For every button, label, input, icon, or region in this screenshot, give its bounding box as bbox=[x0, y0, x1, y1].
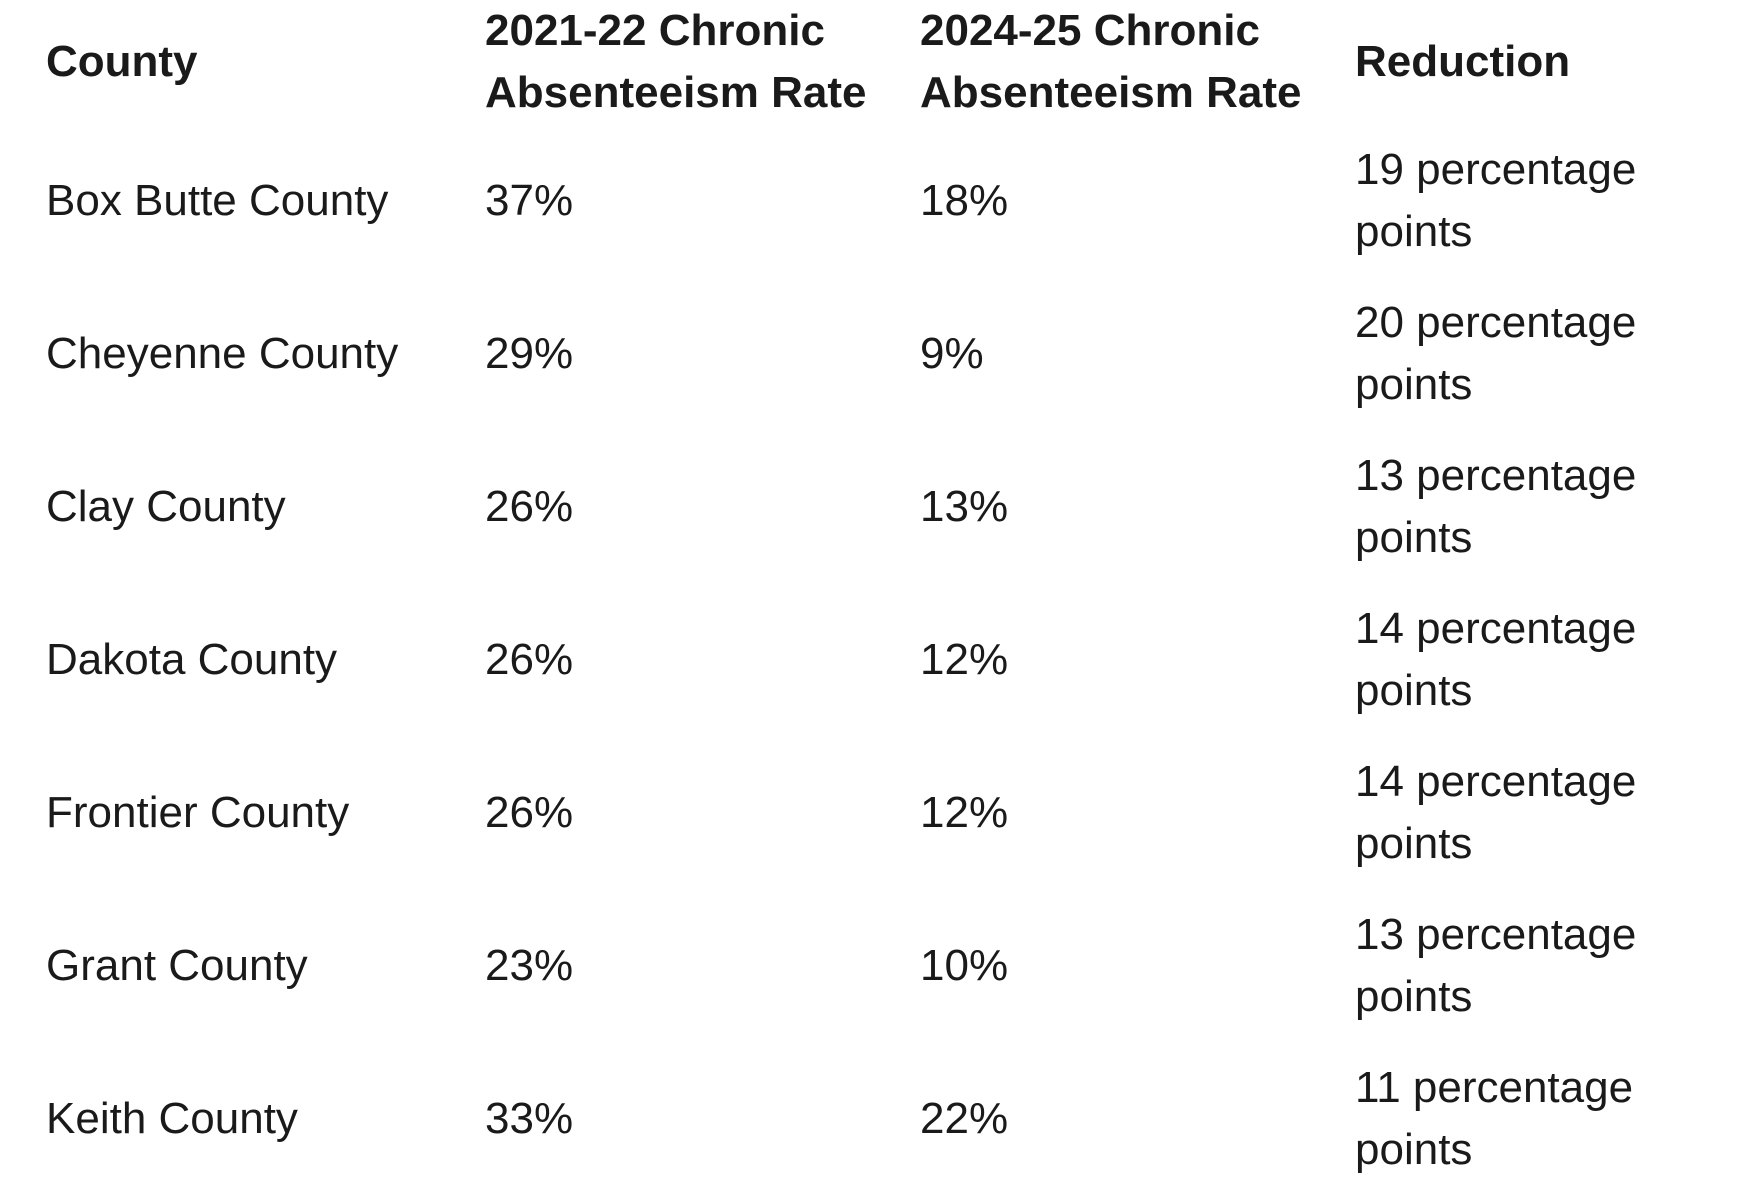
header-row: County 2021-22 Chronic Absenteeism Rate … bbox=[0, 0, 1758, 124]
county-cell: Grant County bbox=[46, 940, 308, 990]
rate-2024-25-cell: 12% bbox=[920, 634, 1009, 684]
county-cell: Box Butte County bbox=[46, 175, 389, 225]
rate-2021-22-cell: 23% bbox=[485, 940, 574, 990]
table-row: Cheyenne County 29% 9% 20 percentage poi… bbox=[0, 277, 1758, 430]
rate-2024-25-cell: 10% bbox=[920, 940, 1009, 990]
rate-2021-22-cell: 29% bbox=[485, 328, 574, 378]
reduction-cell: 13 percentage points bbox=[1355, 909, 1637, 1021]
county-cell: Dakota County bbox=[46, 634, 338, 684]
rate-2024-25-cell: 13% bbox=[920, 481, 1009, 531]
county-cell: Keith County bbox=[46, 1093, 298, 1143]
table-header: County 2021-22 Chronic Absenteeism Rate … bbox=[0, 0, 1758, 124]
rate-2024-25-cell: 22% bbox=[920, 1093, 1009, 1143]
rate-2021-22-cell: 26% bbox=[485, 634, 574, 684]
table-row: Box Butte County 37% 18% 19 percentage p… bbox=[0, 124, 1758, 277]
rate-2024-25-cell: 12% bbox=[920, 787, 1009, 837]
reduction-cell: 11 percentage points bbox=[1355, 1062, 1634, 1174]
reduction-cell: 19 percentage points bbox=[1355, 144, 1637, 256]
rate-2021-22-cell: 26% bbox=[485, 481, 574, 531]
rate-2024-25-cell: 18% bbox=[920, 175, 1009, 225]
table-row: Clay County 26% 13% 13 percentage points bbox=[0, 430, 1758, 583]
table-row: Grant County 23% 10% 13 percentage point… bbox=[0, 889, 1758, 1042]
rate-2024-25-cell: 9% bbox=[920, 328, 984, 378]
reduction-column-header: Reduction bbox=[1355, 37, 1571, 86]
rate-2021-22-column-header: 2021-22 Chronic Absenteeism Rate bbox=[485, 6, 867, 117]
reduction-cell: 14 percentage points bbox=[1355, 756, 1637, 868]
rate-2021-22-cell: 33% bbox=[485, 1093, 574, 1143]
county-cell: Cheyenne County bbox=[46, 328, 399, 378]
table-row: Frontier County 26% 12% 14 percentage po… bbox=[0, 736, 1758, 889]
table-row: Keith County 33% 22% 11 percentage point… bbox=[0, 1042, 1758, 1195]
reduction-cell: 20 percentage points bbox=[1355, 297, 1637, 409]
county-column-header: County bbox=[46, 37, 198, 86]
reduction-cell: 13 percentage points bbox=[1355, 450, 1637, 562]
rate-2021-22-cell: 37% bbox=[485, 175, 574, 225]
table-body: Box Butte County 37% 18% 19 percentage p… bbox=[0, 124, 1758, 1195]
reduction-cell: 14 percentage points bbox=[1355, 603, 1637, 715]
rate-2021-22-cell: 26% bbox=[485, 787, 574, 837]
rate-2024-25-column-header: 2024-25 Chronic Absenteeism Rate bbox=[920, 6, 1302, 117]
county-cell: Clay County bbox=[46, 481, 286, 531]
county-cell: Frontier County bbox=[46, 787, 350, 837]
table-row: Dakota County 26% 12% 14 percentage poin… bbox=[0, 583, 1758, 736]
